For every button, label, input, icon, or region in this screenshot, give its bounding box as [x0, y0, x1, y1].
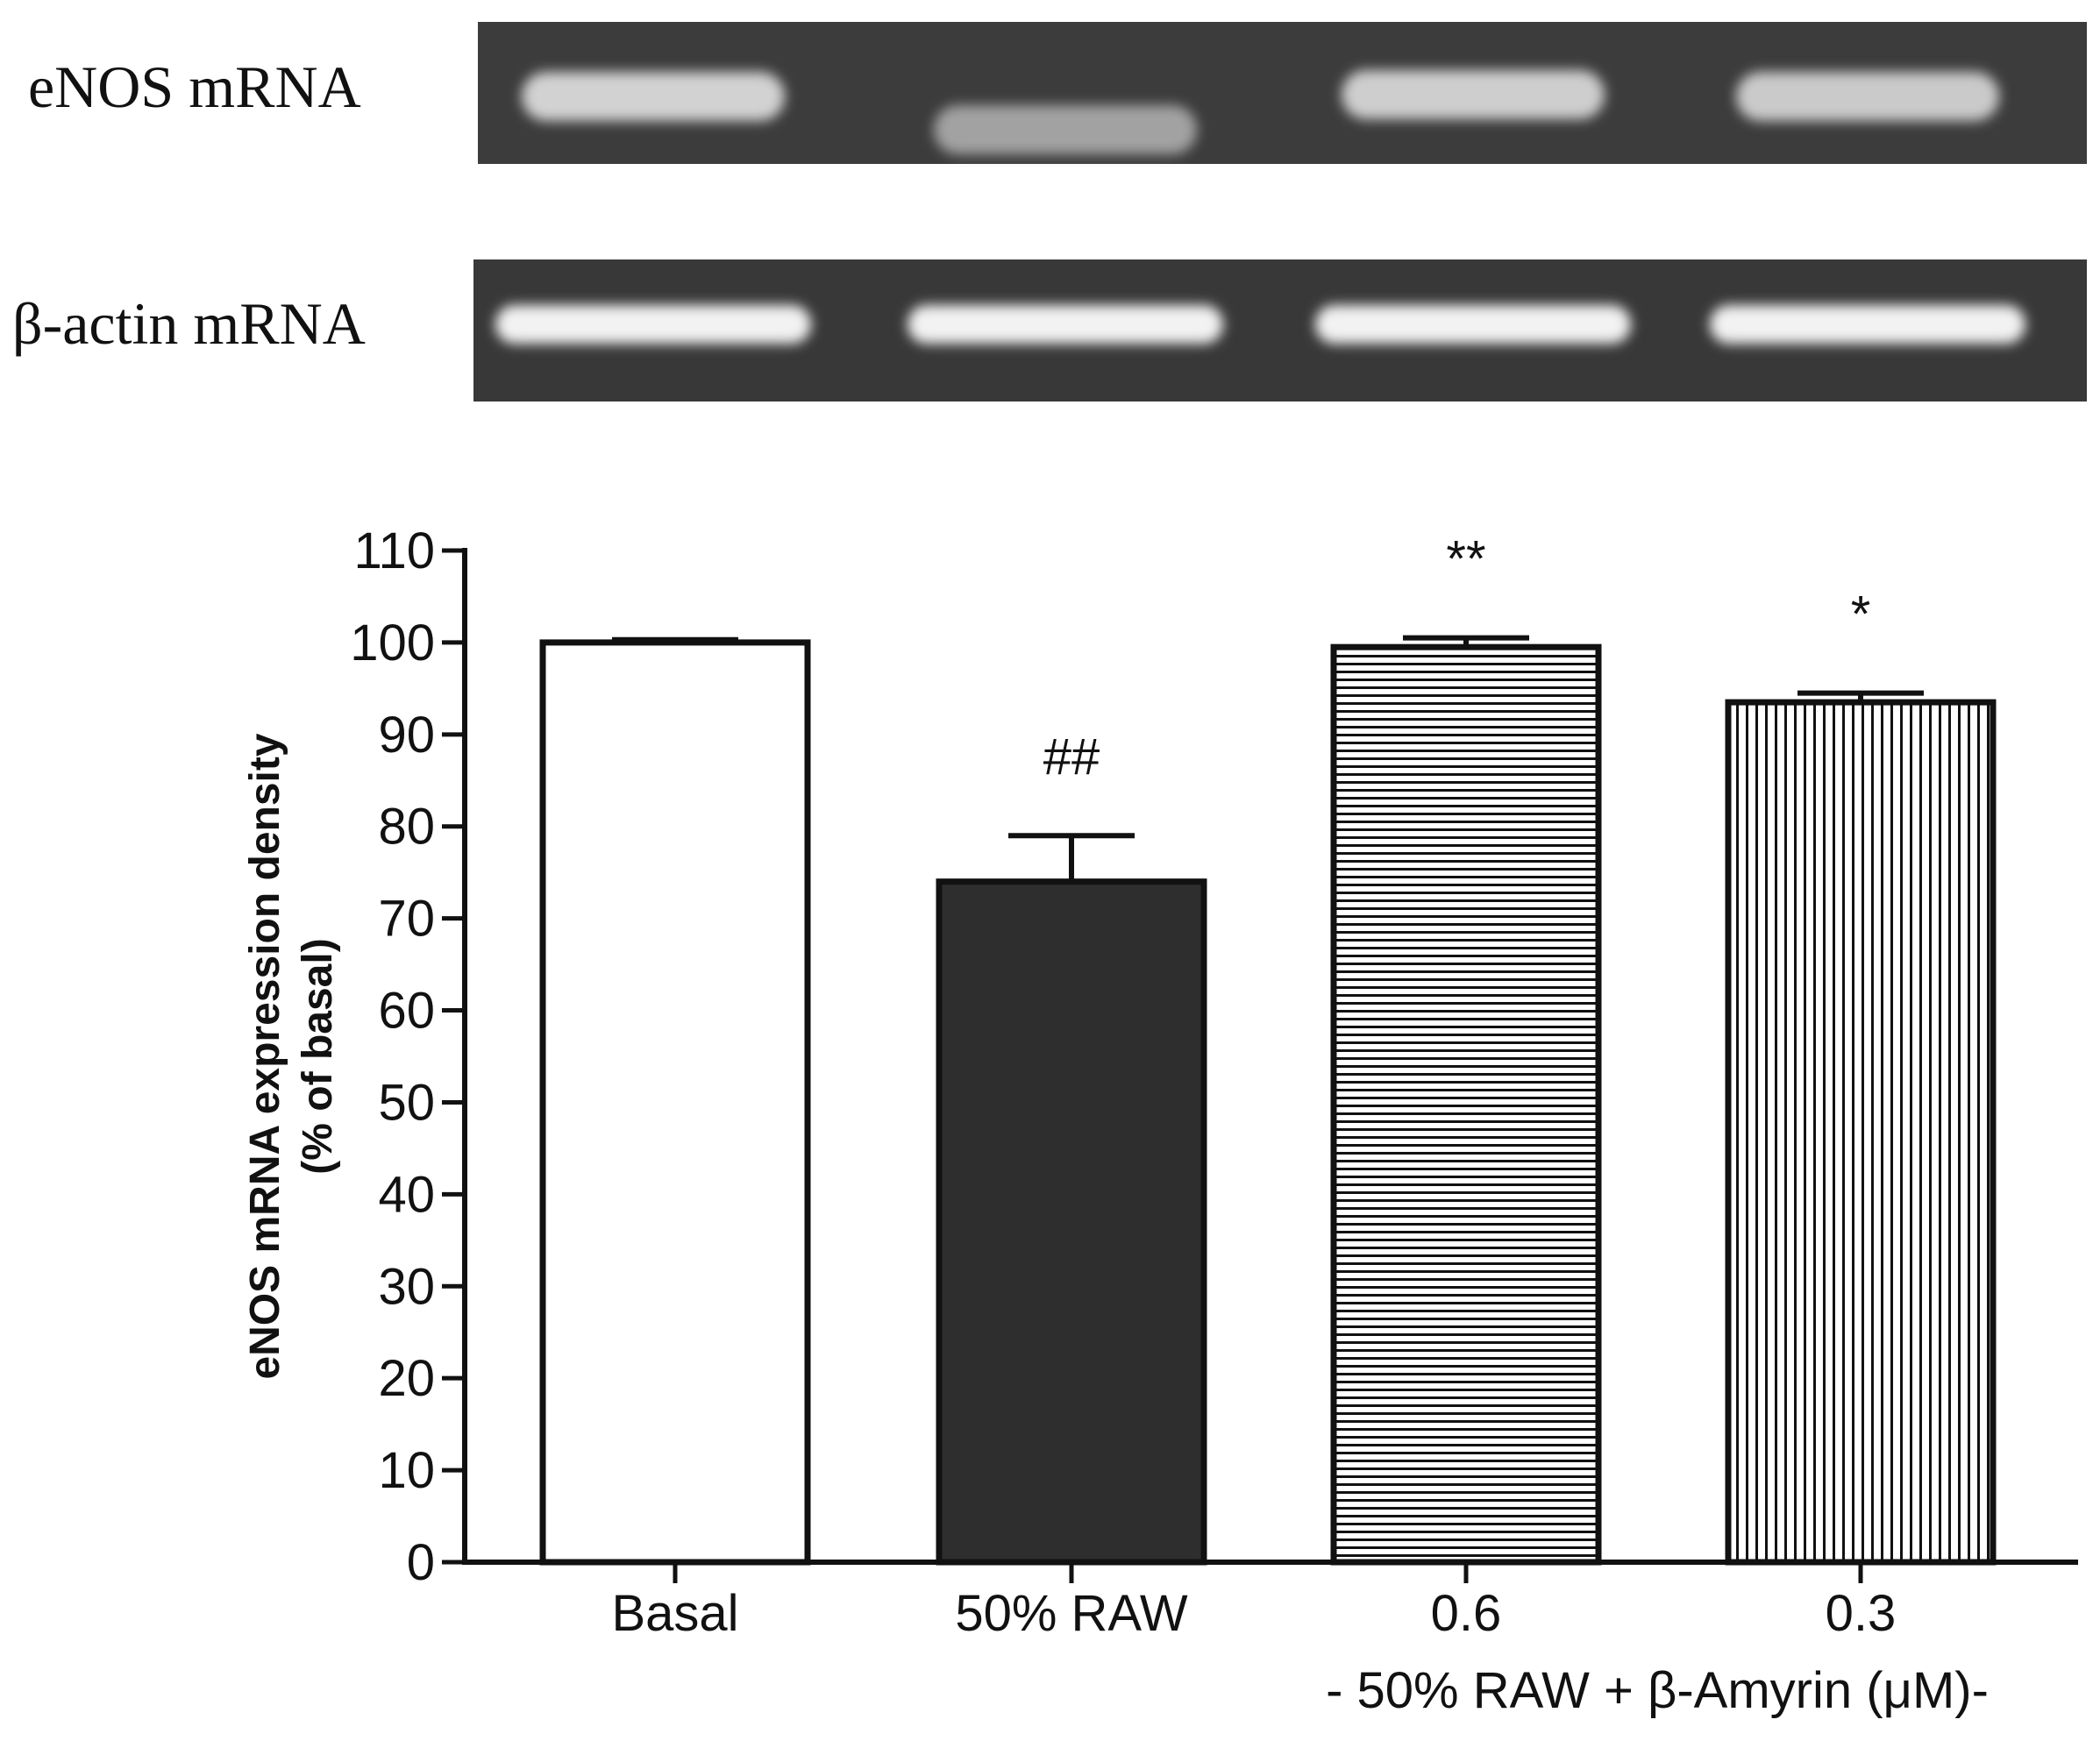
significance-marker: ##	[1043, 728, 1100, 785]
x-tick-label: Basal	[611, 1585, 738, 1642]
y-tick-label: 0	[407, 1534, 435, 1591]
y-tick-label: 100	[350, 615, 435, 672]
y-tick-label: 60	[378, 983, 435, 1040]
bar-basal	[539, 639, 811, 1566]
y-tick-label: 90	[378, 707, 435, 764]
bar-50-raw	[936, 878, 1207, 1566]
y-tick-label: 80	[378, 799, 435, 856]
y-tick-label: 110	[354, 522, 435, 579]
significance-marker: **	[1446, 531, 1485, 588]
y-tick-label: 70	[378, 891, 435, 948]
y-tick-label: 40	[378, 1166, 435, 1223]
gel-band-actin	[908, 305, 1223, 344]
gel-image	[473, 22, 2087, 401]
y-axis-title-line2: (% of basal)	[295, 938, 341, 1174]
bar-0-3	[1725, 699, 1997, 1566]
gel-band-enos	[1736, 72, 1999, 121]
gel-row-label-actin: β-actin mRNA	[12, 290, 366, 357]
bar-0-6	[1330, 643, 1602, 1566]
gel-band-actin	[1315, 305, 1631, 344]
y-tick-label: 10	[378, 1442, 435, 1499]
gel-band-enos	[1342, 70, 1605, 119]
gel-band-enos	[934, 105, 1197, 154]
gel-band-actin	[495, 305, 811, 344]
x-tick-label: 50% RAW	[955, 1585, 1188, 1642]
bar-chart: 0 10 20 30 40 50 60 70 80 90 100 110 Basal 50% RAW 0.…	[242, 522, 2078, 1719]
x-tick-label: 0.3	[1826, 1585, 1897, 1642]
group-label: - 50% RAW + β-Amyrin (μM)-	[1326, 1662, 1989, 1719]
gel-band-enos	[522, 72, 785, 121]
y-tick-label: 20	[378, 1350, 435, 1407]
y-tick-label: 50	[378, 1074, 435, 1131]
gel-row-label-enos: eNOS mRNA	[28, 53, 361, 120]
significance-marker: *	[1851, 586, 1871, 643]
x-tick-label: 0.6	[1431, 1585, 1502, 1642]
y-tick-label: 30	[378, 1258, 435, 1315]
y-axis-title-line1: eNOS mRNA expression density	[242, 733, 288, 1379]
gel-band-actin	[1710, 305, 2025, 344]
